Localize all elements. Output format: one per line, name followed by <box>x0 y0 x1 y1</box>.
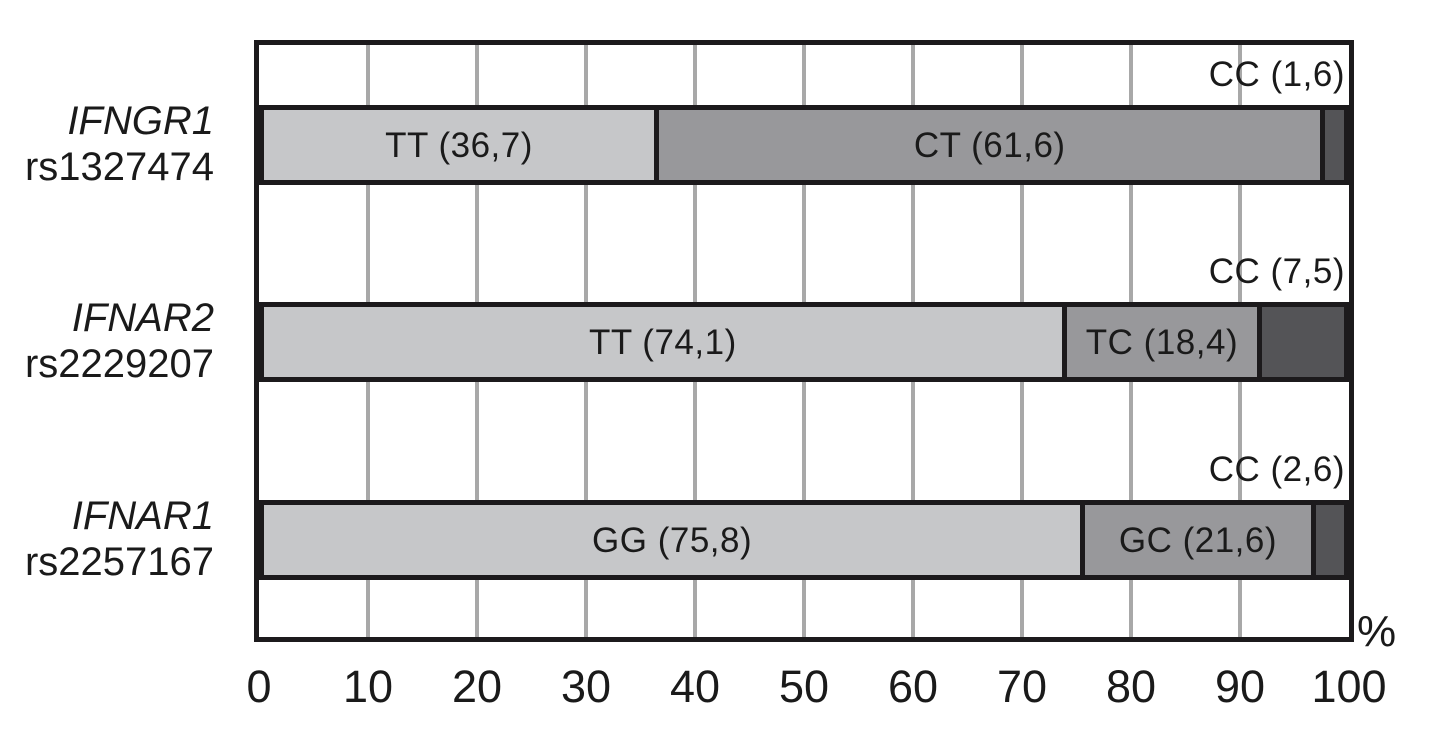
bar-row-rs2229207: TT (74,1) TC (18,4) <box>259 302 1349 382</box>
row-label-rs1327474: IFNGR1 rs1327474 <box>0 98 214 190</box>
segment-label: GC (21,6) <box>1118 520 1278 560</box>
bar-segment-rs2229207-TT: TT (74,1) <box>259 302 1067 382</box>
bar-segment-rs2257167-CC <box>1310 500 1349 580</box>
snp-label: rs2257167 <box>24 540 214 584</box>
above-segment-label: CC (2,6) <box>1208 450 1345 489</box>
row-label-rs2229207: IFNAR2 rs2229207 <box>0 295 214 387</box>
axis-tick-label-0: 0 <box>246 661 272 712</box>
gene-label: IFNAR2 <box>71 296 214 340</box>
bar-segment-rs2229207-CC <box>1257 302 1349 382</box>
plot-area: CC (1,6) TT (36,7) CT (61,6) CC (7,5) TT (74… <box>254 40 1354 642</box>
axis-tick-label-10: 10 <box>342 661 394 712</box>
row-label-rs2257167: IFNAR1 rs2257167 <box>0 493 214 585</box>
bar-segment-rs1327474-CC <box>1320 105 1349 185</box>
axis-tick-label-30: 30 <box>560 661 612 712</box>
bar-row-rs2257167: GG (75,8) GC (21,6) <box>259 500 1349 580</box>
bar-row-rs1327474: TT (36,7) CT (61,6) <box>259 105 1349 185</box>
bar-segment-rs2257167-GG: GG (75,8) <box>259 500 1086 580</box>
axis-tick-label-100: 100 <box>1311 661 1387 712</box>
segment-label: TT (74,1) <box>588 322 737 362</box>
axis-tick-label-20: 20 <box>451 661 503 712</box>
axis-tick-label-70: 70 <box>996 661 1048 712</box>
gene-label: IFNGR1 <box>67 99 214 143</box>
segment-label: GG (75,8) <box>592 520 753 560</box>
bar-segment-rs1327474-TT: TT (36,7) <box>259 105 660 185</box>
axis-tick-label-60: 60 <box>887 661 939 712</box>
above-segment-label: CC (1,6) <box>1208 55 1345 94</box>
segment-label: TT (36,7) <box>385 125 533 165</box>
bar-segment-rs2257167-GC: GC (21,6) <box>1080 500 1316 580</box>
gene-label: IFNAR1 <box>71 494 214 538</box>
axis-tick-label-50: 50 <box>778 661 830 712</box>
axis-tick-label-40: 40 <box>669 661 721 712</box>
above-segment-label: CC (7,5) <box>1208 252 1345 291</box>
bar-segment-rs2229207-TC: TC (18,4) <box>1061 302 1263 382</box>
segment-label: CT (61,6) <box>913 125 1066 165</box>
snp-label: rs2229207 <box>24 342 214 386</box>
segment-label: TC (18,4) <box>1085 322 1239 362</box>
snp-label: rs1327474 <box>24 145 214 189</box>
axis-tick-label-90: 90 <box>1214 661 1266 712</box>
bar-segment-rs1327474-CT: CT (61,6) <box>654 105 1326 185</box>
percent-unit-label: % <box>1357 607 1397 656</box>
axis-tick-label-80: 80 <box>1105 661 1157 712</box>
